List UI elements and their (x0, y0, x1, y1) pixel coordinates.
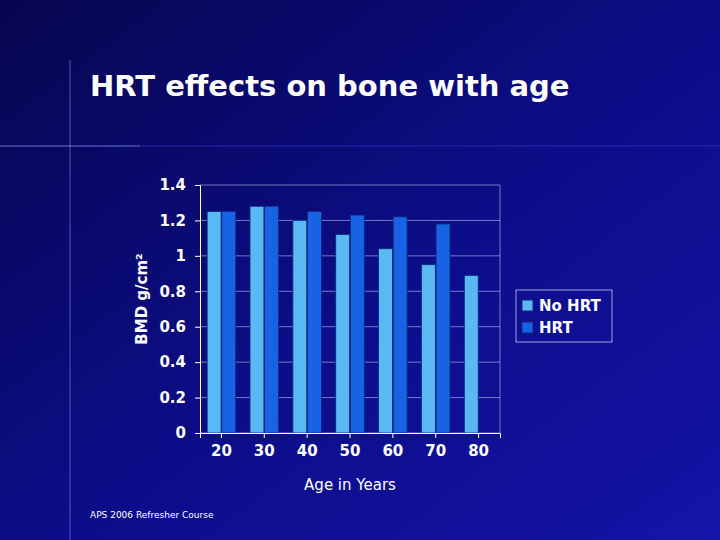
tick-label: 60 (382, 442, 403, 460)
tick-mark (195, 433, 200, 434)
tick-mark (195, 185, 200, 186)
y-axis: 0 0.2 0.4 0.6 0.8 1 1.2 1.4 (159, 176, 200, 442)
tick: 40 (297, 433, 318, 460)
tick: 1.4 (159, 176, 200, 194)
bar (293, 220, 307, 433)
tick: 50 (340, 433, 361, 460)
bar (464, 275, 478, 433)
tick-label: 1.4 (159, 176, 186, 194)
background (0, 0, 720, 540)
bar (421, 265, 435, 433)
tick-mark (195, 291, 200, 292)
tick: 60 (382, 433, 403, 460)
tick-label: 0.6 (159, 318, 186, 336)
tick: 0.2 (159, 389, 200, 407)
tick-label: 0.4 (159, 353, 186, 371)
legend-label: No HRT (539, 297, 602, 315)
axis-line (201, 434, 501, 439)
axis-line (195, 186, 201, 434)
y-axis-title: BMD g/cm² (133, 253, 151, 344)
tick-label: 0.2 (159, 389, 186, 407)
tick-mark (221, 433, 222, 438)
bar (222, 212, 236, 433)
bars (207, 206, 478, 433)
tick: 1 (176, 247, 200, 265)
legend: No HRT HRT (516, 290, 612, 342)
tick-mark (435, 433, 436, 438)
tick-mark (307, 433, 308, 438)
bar (350, 215, 364, 433)
tick: 1.2 (159, 212, 200, 230)
tick-mark (195, 256, 200, 257)
tick-label: 1 (176, 247, 186, 265)
bar (393, 217, 407, 433)
tick-label: 0.8 (159, 283, 186, 301)
tick-mark (350, 433, 351, 438)
plot-frame (500, 185, 501, 433)
legend-item: HRT (522, 319, 573, 337)
bar (436, 224, 450, 433)
tick-label: 30 (254, 442, 275, 460)
decoration (70, 60, 71, 540)
tick-label: 40 (297, 442, 318, 460)
tick: 20 (211, 433, 232, 460)
grid-line (200, 185, 500, 186)
tick-label: 1.2 (159, 212, 186, 230)
bar (379, 249, 393, 433)
x-axis-title: Age in Years (304, 476, 396, 494)
bar (207, 212, 221, 433)
tick: 30 (254, 433, 275, 460)
legend-swatch (522, 322, 533, 333)
tick-mark (195, 327, 200, 328)
tick: 0.8 (159, 283, 200, 301)
tick-mark (264, 433, 265, 438)
tick-label: 50 (340, 442, 361, 460)
tick-mark (392, 433, 393, 438)
bar (336, 235, 350, 433)
legend-item: No HRT (522, 297, 602, 315)
source: APS 2006 Refresher Course (90, 510, 214, 520)
bar (308, 212, 322, 433)
tick: 0.4 (159, 353, 200, 371)
tick-label: 80 (468, 442, 489, 460)
tick: 70 (425, 433, 446, 460)
tick-mark (195, 362, 200, 363)
tick-mark (195, 398, 200, 399)
legend-frame (516, 290, 612, 342)
legend-label: HRT (539, 319, 573, 337)
legend-swatch (522, 300, 533, 311)
tick-mark (195, 220, 200, 221)
bar (265, 206, 279, 433)
grid (200, 185, 500, 433)
bar (250, 206, 264, 433)
tick-label: 0 (176, 424, 186, 442)
chart: HRT effects on bone with age 0 0.2 0.4 0.6 0.… (0, 0, 720, 540)
tick: 0 (176, 424, 200, 442)
tick: 0.6 (159, 318, 200, 336)
x-axis: 20 30 40 50 60 70 80 (201, 433, 501, 460)
tick-label: 20 (211, 442, 232, 460)
tick: 80 (468, 433, 489, 460)
title: HRT effects on bone with age (90, 69, 570, 103)
decoration (140, 146, 720, 147)
tick-mark (478, 433, 479, 438)
tick-label: 70 (425, 442, 446, 460)
